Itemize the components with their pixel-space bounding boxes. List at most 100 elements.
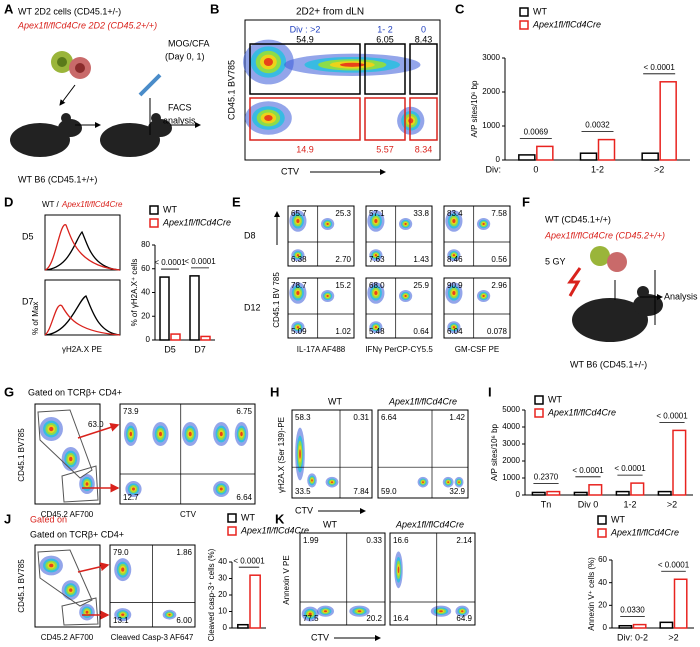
legend-label: WT bbox=[241, 512, 255, 522]
y-tick-label: 40 bbox=[218, 557, 227, 566]
density-blob bbox=[339, 62, 365, 67]
quadrant-value: 6.64 bbox=[381, 413, 397, 422]
label: CD45.1 BV785 bbox=[226, 60, 236, 120]
quadrant-value: 0.078 bbox=[487, 327, 508, 336]
panel-letter: E bbox=[232, 194, 241, 209]
bar bbox=[579, 152, 598, 161]
p-value: < 0.0001 bbox=[656, 412, 688, 421]
label: analysis bbox=[163, 115, 196, 125]
quadrant-value: 6.04 bbox=[447, 327, 463, 336]
quadrant-value: 58.3 bbox=[295, 413, 311, 422]
label: Apex1fl/flCd4Cre bbox=[395, 519, 464, 529]
quadrant-value: 25.9 bbox=[413, 281, 429, 290]
label: 8.43 bbox=[415, 34, 433, 44]
label: Apex1fl/flCd4Cre bbox=[388, 396, 457, 406]
quadrant-value: 16.4 bbox=[393, 614, 409, 623]
label: 54.9 bbox=[296, 34, 314, 44]
legend-label: WT bbox=[611, 514, 625, 524]
legend-label: Apex1fl/flCd4Cre bbox=[162, 217, 231, 227]
density-blob bbox=[452, 291, 456, 295]
legend-label: Apex1fl/flCd4Cre bbox=[532, 19, 601, 29]
label: 0 bbox=[421, 24, 426, 34]
quadrant-value: 0.33 bbox=[366, 536, 382, 545]
density-blob bbox=[439, 610, 443, 613]
label: Apex1fl/flCd4Cre 2D2 (CD45.2+/+) bbox=[17, 20, 157, 30]
y-axis-label: A/P sites/10⁶ bp bbox=[470, 80, 479, 138]
y-axis-label: Cleaved casp-3⁺ cells (%) bbox=[207, 548, 216, 641]
density-blob bbox=[452, 254, 456, 257]
density-blob bbox=[374, 254, 378, 257]
p-value: 0.0032 bbox=[585, 121, 610, 130]
y-axis-label: % of γH2A.X⁺ cells bbox=[130, 259, 139, 327]
y-tick-label: 80 bbox=[141, 240, 150, 249]
quadrant-value: 1.42 bbox=[449, 413, 465, 422]
bar bbox=[518, 154, 536, 161]
quadrant-value: 8.46 bbox=[447, 255, 463, 264]
label: D8 bbox=[244, 230, 256, 240]
y-tick-label: 1000 bbox=[482, 121, 500, 130]
legend-swatch bbox=[597, 528, 607, 538]
label: D12 bbox=[244, 302, 261, 312]
label: WT bbox=[328, 396, 342, 406]
label: 14.9 bbox=[296, 144, 314, 154]
p-value: < 0.0001 bbox=[233, 556, 265, 565]
gate-outline bbox=[37, 549, 93, 607]
quadrant-value: 33.8 bbox=[413, 209, 429, 218]
density-blob bbox=[263, 57, 273, 67]
quadrant-value: 79.0 bbox=[113, 548, 129, 557]
p-value: < 0.0001 bbox=[614, 464, 646, 473]
density-blob bbox=[330, 481, 334, 484]
quadrant-value: 2.70 bbox=[335, 255, 351, 264]
legend-swatch bbox=[227, 526, 237, 536]
quadrant-value: 6.64 bbox=[236, 493, 252, 502]
radiation-bolt bbox=[567, 267, 582, 297]
x-tick-label: D5 bbox=[164, 344, 176, 354]
bar bbox=[618, 624, 633, 629]
histogram-frame bbox=[44, 214, 121, 271]
density-blob bbox=[296, 291, 300, 295]
bar bbox=[657, 490, 672, 496]
quadrant-value: 2.14 bbox=[456, 536, 472, 545]
panel-letter: G bbox=[4, 384, 14, 399]
quadrant-value: 20.2 bbox=[366, 614, 382, 623]
histogram-frame bbox=[44, 279, 121, 336]
quadrant-value: 6.75 bbox=[236, 407, 252, 416]
syringe bbox=[138, 73, 162, 97]
y-axis-label: Annexin V⁺ cells (%) bbox=[587, 557, 596, 631]
density-blob bbox=[296, 219, 300, 223]
y-tick-label: 0 bbox=[603, 623, 608, 632]
quadrant-value: 68.0 bbox=[369, 281, 385, 290]
density-blob bbox=[85, 610, 89, 614]
label: D5 bbox=[22, 231, 34, 241]
density-blob bbox=[458, 481, 460, 484]
density-blob bbox=[85, 482, 89, 486]
label: CD45.1 BV785 bbox=[17, 559, 26, 613]
p-value: < 0.0001 bbox=[154, 258, 186, 267]
label: 5 GY bbox=[545, 256, 566, 266]
density-blob bbox=[326, 222, 329, 226]
panel-letter: H bbox=[270, 384, 279, 399]
legend-label: Apex1fl/flCd4Cre bbox=[547, 407, 616, 417]
gate-box bbox=[364, 43, 406, 95]
quadrant-value: 7.84 bbox=[353, 487, 369, 496]
density-blob bbox=[482, 294, 485, 298]
quadrant-value: 25.3 bbox=[335, 209, 351, 218]
bar bbox=[189, 275, 200, 341]
y-tick-label: 1000 bbox=[502, 473, 520, 482]
quadrant-value: 5.48 bbox=[369, 327, 385, 336]
legend-label: WT bbox=[548, 394, 562, 404]
y-tick-label: 4000 bbox=[502, 422, 520, 431]
density-blob bbox=[159, 431, 162, 437]
y-axis-label: A/P sites/10⁶ bp bbox=[490, 423, 499, 481]
label: Gated on TCRβ+ CD4+ bbox=[30, 529, 124, 539]
legend-swatch bbox=[149, 218, 159, 228]
gate-outline bbox=[61, 597, 99, 626]
x-tick-label: 0 bbox=[533, 164, 538, 174]
bar bbox=[659, 621, 674, 629]
quadrant-value: 1.02 bbox=[335, 327, 351, 336]
label: γH2A.X PE bbox=[62, 345, 102, 354]
density-blob bbox=[296, 254, 300, 257]
quadrant-value: 15.2 bbox=[335, 281, 351, 290]
density-blob bbox=[299, 449, 301, 459]
y-tick-label: 3000 bbox=[502, 439, 520, 448]
